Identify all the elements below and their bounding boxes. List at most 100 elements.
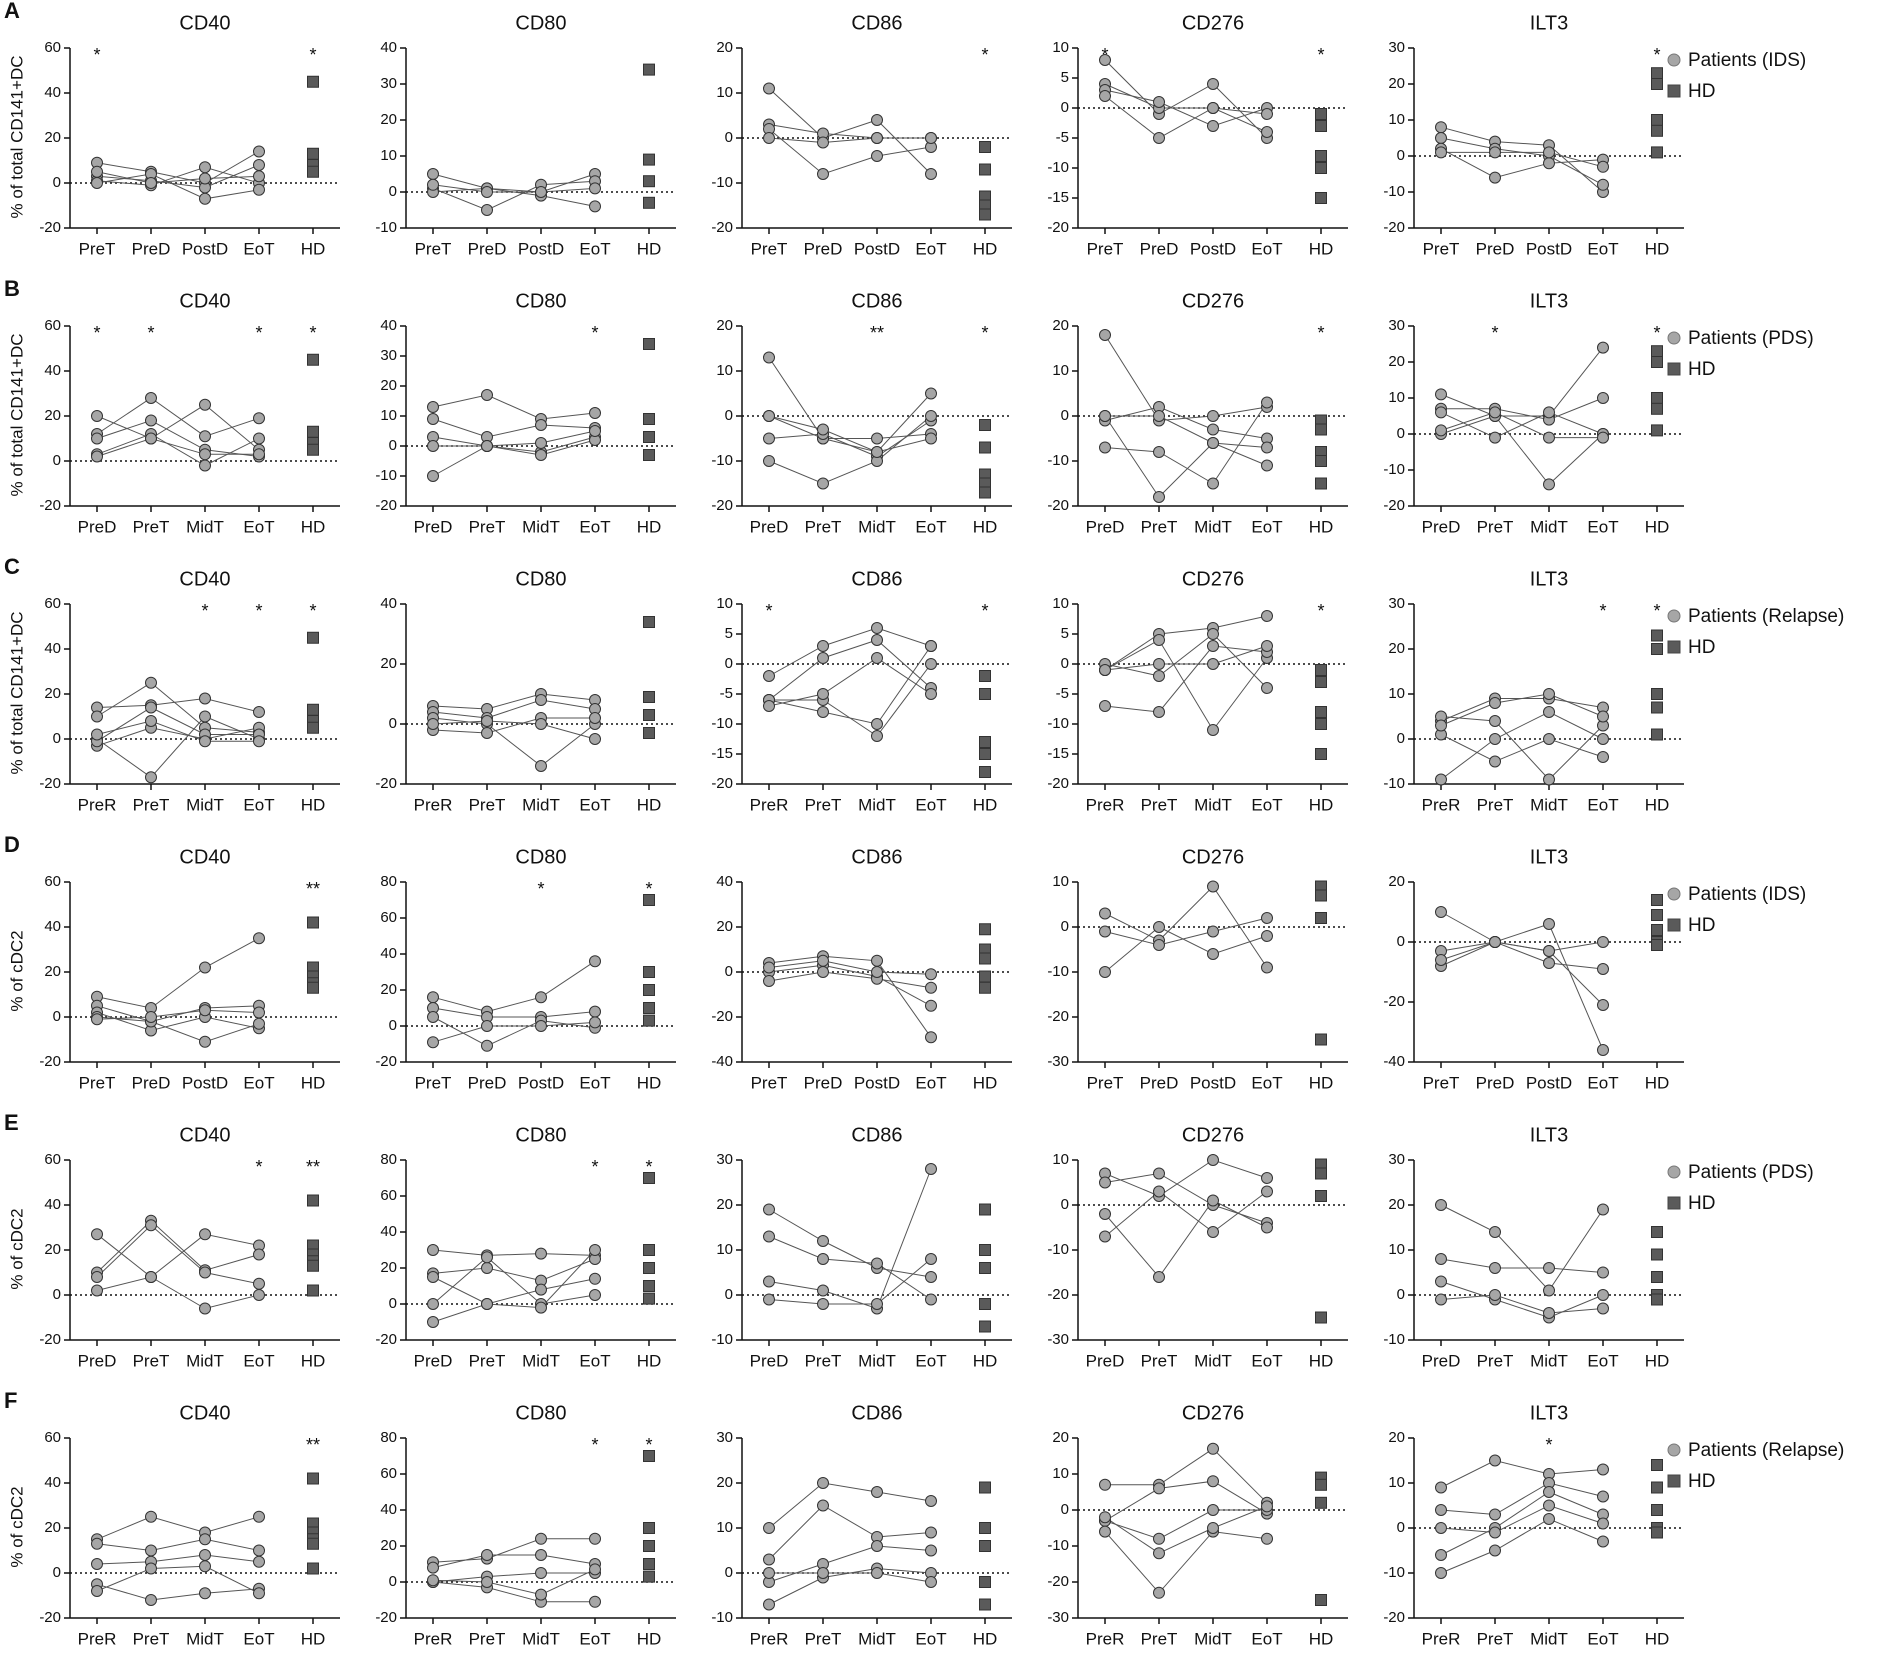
patient-point [199, 1587, 211, 1600]
y-tick-label: -20 [39, 497, 61, 514]
patient-line [1104, 1480, 1268, 1522]
patient-point [763, 975, 775, 987]
patient-point [1099, 1525, 1111, 1538]
hd-point [1651, 924, 1663, 936]
patient-point [481, 1298, 493, 1310]
chart-title: CD276 [1182, 290, 1244, 312]
y-tick-label: 0 [1061, 918, 1069, 935]
y-tick-label: 10 [1388, 111, 1405, 128]
patient-point [253, 412, 265, 425]
y-tick-label: -20 [1047, 1573, 1069, 1590]
patient-line [769, 663, 932, 737]
patient-point [91, 1013, 103, 1026]
y-tick-label: -30 [1047, 1609, 1069, 1626]
hd-point [1651, 1526, 1663, 1539]
patient-line [432, 184, 596, 193]
patient-line [768, 415, 932, 453]
significance-mark: * [201, 601, 208, 621]
x-tick-label: EoT [1587, 795, 1618, 814]
patient-line [432, 1568, 596, 1596]
patient-point [1207, 925, 1219, 938]
y-tick-label: 0 [1061, 1501, 1069, 1518]
x-tick-label: EoT [1251, 1351, 1282, 1370]
patient-point [481, 1020, 493, 1032]
patient-point [1261, 1185, 1273, 1198]
legend-marker [1667, 1474, 1681, 1488]
hd-point [307, 721, 319, 734]
patient-point [589, 1016, 601, 1029]
patient-point [1099, 700, 1111, 712]
patient-line [96, 397, 260, 437]
y-axis-label: % of total CD141+DC [7, 612, 26, 775]
patient-line [432, 1258, 596, 1282]
patient-point [817, 954, 829, 967]
patient-point [817, 423, 829, 436]
y-tick-label: -20 [711, 497, 733, 514]
x-tick-label: PreT [1141, 795, 1178, 814]
patient-line [768, 88, 932, 175]
y-tick-label: 0 [725, 407, 733, 424]
hd-point [643, 1002, 655, 1014]
patient-point [1543, 957, 1555, 969]
y-tick-label: -10 [1047, 1241, 1069, 1258]
patient-line [432, 394, 596, 420]
patient-line [96, 166, 260, 186]
patient-point [1489, 1289, 1501, 1301]
hd-point [643, 1292, 655, 1305]
x-tick-label: PreT [805, 795, 842, 814]
y-tick-label: 20 [1052, 317, 1069, 334]
y-tick-label: -20 [39, 775, 61, 792]
patient-point [1099, 1230, 1111, 1243]
patient-point [535, 1301, 547, 1314]
y-tick-label: 0 [53, 452, 61, 469]
patient-point [427, 168, 439, 180]
x-tick-label: HD [1645, 1629, 1670, 1648]
significance-mark: * [1653, 601, 1660, 621]
patient-point [589, 1272, 601, 1285]
x-tick-label: MidT [1530, 1351, 1568, 1370]
hd-point [1651, 1293, 1663, 1306]
patient-point [253, 1289, 265, 1301]
significance-mark: * [981, 45, 988, 65]
x-tick-label: EoT [915, 1073, 946, 1092]
legend-label: HD [1688, 1471, 1715, 1492]
patient-line [1104, 406, 1268, 439]
patient-line [96, 404, 260, 451]
y-tick-label: -20 [375, 1609, 397, 1626]
patient-point [91, 710, 103, 723]
patient-point [481, 727, 493, 739]
y-tick-label: 10 [380, 407, 397, 424]
patient-point [253, 183, 265, 196]
patient-point [145, 1510, 157, 1523]
y-tick-label: 0 [53, 1564, 61, 1581]
y-tick-label: -20 [1383, 219, 1405, 236]
patient-point [1153, 1482, 1165, 1495]
significance-mark: * [645, 879, 652, 899]
patient-point [481, 389, 493, 401]
hd-point [1651, 1459, 1663, 1471]
patient-point [253, 1587, 265, 1600]
patient-point [1489, 406, 1501, 419]
hd-point [1651, 1271, 1663, 1283]
patient-point [589, 733, 601, 745]
patient-point [199, 961, 211, 974]
y-tick-label: 40 [44, 84, 61, 101]
patient-point [763, 700, 775, 712]
patient-point [145, 177, 157, 189]
y-tick-label: 20 [380, 655, 397, 672]
patient-point [199, 172, 211, 185]
patient-line [432, 1249, 596, 1256]
patient-line [768, 415, 932, 485]
x-tick-label: HD [637, 1073, 662, 1092]
patient-line [96, 1583, 260, 1601]
patient-point [1261, 1221, 1273, 1234]
y-tick-label: -20 [375, 497, 397, 514]
y-tick-label: 0 [389, 1295, 397, 1312]
y-tick-label: 10 [1388, 389, 1405, 406]
y-tick-label: 10 [1388, 685, 1405, 702]
x-tick-label: PreT [1423, 1073, 1460, 1092]
patient-point [1489, 146, 1501, 159]
patient-line [432, 1276, 596, 1305]
patient-point [1207, 1442, 1219, 1455]
patient-point [871, 652, 883, 664]
